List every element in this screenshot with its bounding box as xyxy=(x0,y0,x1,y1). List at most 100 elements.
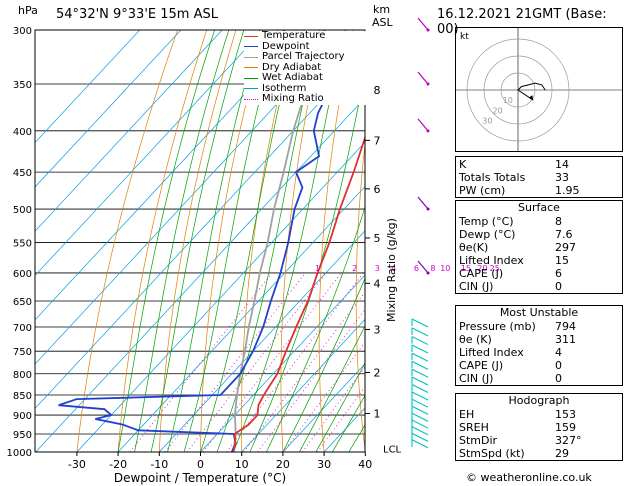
stat-label: CAPE (J) xyxy=(459,359,504,372)
wind-barb xyxy=(417,196,429,210)
wind-barb xyxy=(411,426,429,436)
isotherm xyxy=(35,30,305,321)
km-tick-label: 1 xyxy=(374,408,381,421)
stat-label: CIN (J) xyxy=(459,372,494,385)
stat-value: 0 xyxy=(555,359,562,372)
pressure-tick-label: 450 xyxy=(13,168,32,179)
km-tick-label: 5 xyxy=(374,232,381,245)
legend-label: Isotherm xyxy=(262,82,307,94)
stat-label: Dewp (°C) xyxy=(459,228,516,241)
wind-barb xyxy=(411,368,429,378)
stat-value: 14 xyxy=(555,158,569,171)
stat-label: EH xyxy=(459,408,475,421)
stat-value: 29 xyxy=(555,447,569,460)
stat-row: Lifted Index 15 xyxy=(456,254,622,267)
stat-label: StmDir xyxy=(459,434,498,447)
copyright: © weatheronline.co.uk xyxy=(466,471,592,484)
wet-adiabat xyxy=(315,362,365,452)
stat-label: θe (K) xyxy=(459,333,492,346)
legend-swatch xyxy=(244,46,258,48)
wind-barb xyxy=(411,336,429,346)
wet-adiabat xyxy=(216,30,320,452)
wind-barb-base xyxy=(426,129,430,133)
stat-value: 311 xyxy=(555,333,576,346)
mixing-ratio-label: 20 xyxy=(477,264,487,273)
surface-title: Surface xyxy=(518,201,560,214)
stat-label: CAPE (J) xyxy=(459,267,504,280)
km-tick-label: 7 xyxy=(374,134,381,147)
hodograph-stats-panel: Hodograph EH 153 SREH 159 StmDir 327° StmSpd (… xyxy=(455,393,623,461)
pressure-tick-label: 550 xyxy=(13,238,32,249)
legend-entry: Temperature xyxy=(244,30,374,42)
isotherm xyxy=(200,274,365,452)
hodograph-ring-label: 10 xyxy=(503,96,513,105)
x-tick-label: 0 xyxy=(197,458,204,471)
isotherm xyxy=(35,30,264,277)
pressure-tick-label: 500 xyxy=(13,205,32,216)
wet-adiabat xyxy=(167,30,261,452)
surface-panel: Surface Temp (°C) 8 Dewp (°C) 7.6 θe(K) 297 Li… xyxy=(455,200,623,294)
wind-barb xyxy=(411,432,429,442)
location-title: 54°32'N 9°33'E 15m ASL xyxy=(56,7,218,22)
km-tick-label: 8 xyxy=(374,84,381,97)
wind-barb xyxy=(411,419,429,429)
isotherm xyxy=(35,30,223,232)
stat-label: Lifted Index xyxy=(459,346,524,359)
wet-adiabat xyxy=(299,325,365,452)
km-label: km xyxy=(373,3,391,16)
wind-barb xyxy=(411,344,429,354)
stat-value: 297 xyxy=(555,241,576,254)
pressure-tick-label: 650 xyxy=(13,297,32,308)
pressure-tick-label: 900 xyxy=(13,411,32,422)
pressure-tick-label: 850 xyxy=(13,391,32,402)
isotherm xyxy=(159,230,365,452)
isotherm xyxy=(35,30,141,144)
legend-entry: Dewpoint xyxy=(244,41,374,53)
hodograph-trace xyxy=(517,82,546,91)
wind-barb xyxy=(411,360,429,370)
stat-row: CIN (J) 0 xyxy=(456,372,622,385)
wind-barb xyxy=(411,352,429,362)
hodograph-stats-title: Hodograph xyxy=(508,394,570,407)
stat-row: θe(K) 297 xyxy=(456,241,622,254)
stat-row: StmDir 327° xyxy=(456,434,622,447)
stat-value: 0 xyxy=(555,372,562,385)
y-axis-label: Mixing Ratio (g/kg) xyxy=(385,218,398,322)
isotherm xyxy=(35,30,182,188)
isotherm xyxy=(241,318,365,452)
dewpoint-curve xyxy=(58,30,329,452)
wind-barb xyxy=(417,17,429,31)
mixing-ratio-label: 10 xyxy=(440,264,450,273)
isotherm xyxy=(282,363,365,452)
legend-label: Wet Adiabat xyxy=(262,72,323,83)
stat-row: StmSpd (kt) 29 xyxy=(456,447,622,460)
legend-label: Dry Adiabat xyxy=(262,61,322,73)
dry-adiabat xyxy=(200,30,266,452)
km-tick-label: 2 xyxy=(374,366,381,379)
wind-barb-base xyxy=(426,207,430,211)
mixing-ratio-label: 1 xyxy=(315,264,320,273)
legend-label: Temperature xyxy=(262,30,326,41)
mixing-ratio-line xyxy=(243,291,365,452)
wind-barb xyxy=(411,318,429,328)
legend-swatch xyxy=(244,88,258,90)
stat-row: K 14 xyxy=(456,158,622,171)
wet-adiabat xyxy=(266,205,365,452)
wet-adiabat xyxy=(332,394,365,452)
legend-entry: Dry Adiabat xyxy=(244,61,374,74)
indices-panel: K 14 Totals Totals 33 PW (cm) 1.95 xyxy=(455,156,623,198)
hodograph-panel: 10 20 30 kt xyxy=(455,27,623,152)
pressure-tick-label: 800 xyxy=(13,370,32,381)
stat-label: Temp (°C) xyxy=(459,215,514,228)
hodograph-ring-label: 30 xyxy=(482,117,492,126)
hodograph-ring-label: 20 xyxy=(493,106,503,115)
pressure-tick-label: 400 xyxy=(13,127,32,138)
legend-entry: Wet Adiabat xyxy=(244,72,374,84)
km-tick-label: 6 xyxy=(374,183,381,196)
pressure-tick-label: 300 xyxy=(13,26,32,37)
wet-adiabat xyxy=(183,30,279,452)
pressure-tick-label: 950 xyxy=(13,430,32,441)
stat-value: 1.95 xyxy=(555,184,580,197)
